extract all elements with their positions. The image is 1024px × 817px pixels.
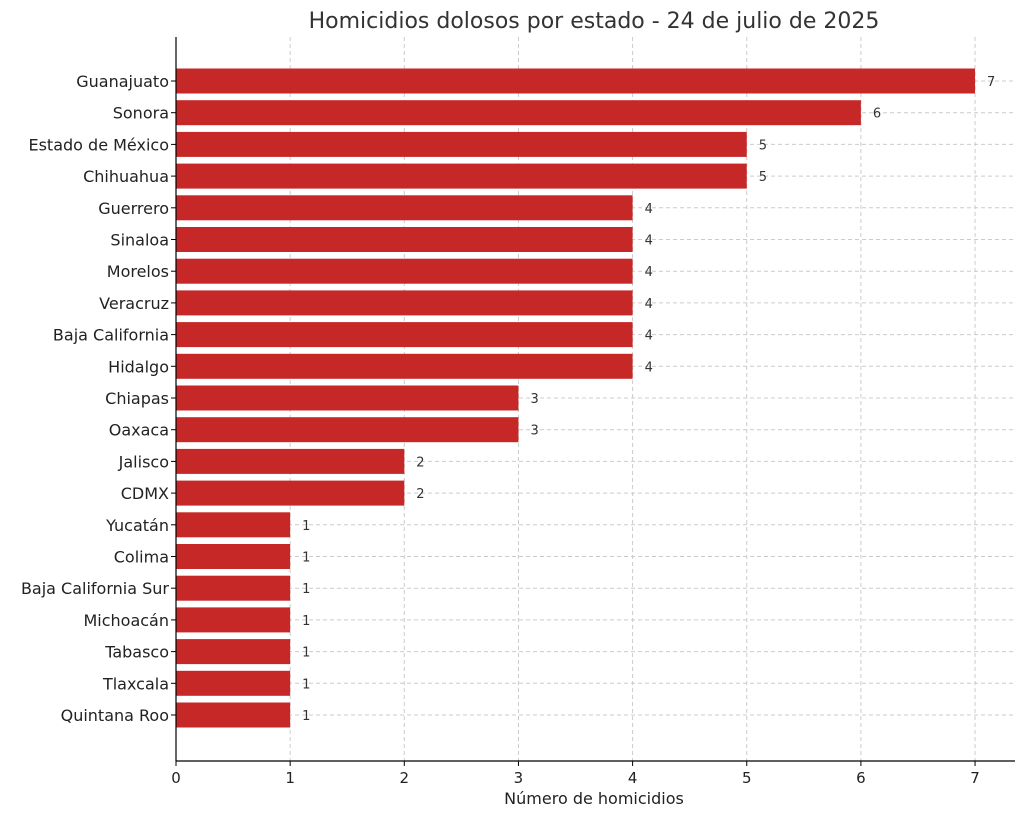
category-label: Tlaxcala bbox=[102, 674, 169, 693]
x-tick-label: 7 bbox=[970, 769, 980, 787]
bar bbox=[176, 480, 405, 506]
category-label: Morelos bbox=[107, 262, 169, 281]
x-tick-label: 5 bbox=[742, 769, 752, 787]
category-label: Sonora bbox=[113, 104, 169, 123]
category-label: Chihuahua bbox=[83, 167, 169, 186]
value-label: 1 bbox=[302, 677, 310, 692]
bar bbox=[176, 131, 747, 157]
bar bbox=[176, 68, 976, 94]
value-labels: 7 6 5 5 4 4 4 4 4 4 3 3 2 2 1 1 1 1 1 1 1 bbox=[302, 75, 995, 724]
x-tick-label: 1 bbox=[285, 769, 295, 787]
category-labels: Guanajuato Sonora Estado de México Chihuahu… bbox=[21, 72, 176, 725]
bar bbox=[176, 702, 291, 728]
value-label: 5 bbox=[759, 170, 767, 185]
bar bbox=[176, 512, 291, 538]
value-label: 1 bbox=[302, 582, 310, 597]
value-label: 7 bbox=[987, 75, 995, 90]
bar bbox=[176, 195, 633, 221]
value-label: 3 bbox=[530, 424, 538, 439]
value-label: 4 bbox=[645, 202, 653, 217]
value-label: 1 bbox=[302, 519, 310, 534]
category-label: Michoacán bbox=[83, 611, 169, 630]
x-tick-label: 6 bbox=[856, 769, 866, 787]
category-label: Baja California bbox=[53, 326, 169, 345]
bar bbox=[176, 639, 291, 665]
bar bbox=[176, 322, 633, 348]
category-label: Quintana Roo bbox=[61, 706, 169, 725]
category-label: Guanajuato bbox=[76, 72, 169, 91]
bars bbox=[176, 68, 976, 728]
x-tick-label: 4 bbox=[628, 769, 638, 787]
x-tick-label: 0 bbox=[171, 769, 181, 787]
bar bbox=[176, 353, 633, 379]
value-label: 4 bbox=[645, 265, 653, 280]
bar bbox=[176, 417, 519, 443]
bar bbox=[176, 448, 405, 474]
x-tick-label: 3 bbox=[514, 769, 524, 787]
category-label: Colima bbox=[114, 548, 169, 567]
value-label: 4 bbox=[645, 360, 653, 375]
bar bbox=[176, 163, 747, 189]
bar bbox=[176, 607, 291, 633]
value-label: 1 bbox=[302, 614, 310, 629]
category-label: Estado de México bbox=[28, 135, 169, 154]
value-label: 5 bbox=[759, 138, 767, 153]
value-label: 1 bbox=[302, 646, 310, 661]
category-label: Hidalgo bbox=[108, 357, 169, 376]
value-label: 1 bbox=[302, 709, 310, 724]
category-label: Sinaloa bbox=[110, 231, 169, 250]
bar bbox=[176, 575, 291, 601]
value-label: 2 bbox=[416, 455, 424, 470]
value-label: 4 bbox=[645, 234, 653, 249]
bar bbox=[176, 100, 861, 126]
x-tick-label: 2 bbox=[400, 769, 410, 787]
value-label: 1 bbox=[302, 551, 310, 566]
category-label: CDMX bbox=[121, 484, 169, 503]
bar bbox=[176, 290, 633, 316]
category-label: Oaxaca bbox=[109, 421, 169, 440]
bar bbox=[176, 670, 291, 696]
value-label: 3 bbox=[530, 392, 538, 407]
category-label: Chiapas bbox=[105, 389, 169, 408]
value-label: 4 bbox=[645, 297, 653, 312]
chart-title: Homicidios dolosos por estado - 24 de ju… bbox=[309, 9, 880, 34]
bar bbox=[176, 544, 291, 569]
bar bbox=[176, 227, 633, 252]
grid bbox=[176, 37, 1015, 761]
category-label: Guerrero bbox=[98, 199, 169, 218]
value-label: 2 bbox=[416, 487, 424, 502]
bar bbox=[176, 258, 633, 284]
category-label: Tabasco bbox=[104, 643, 169, 662]
category-label: Yucatán bbox=[105, 516, 169, 535]
value-label: 6 bbox=[873, 107, 881, 122]
category-label: Jalisco bbox=[118, 452, 169, 471]
bar bbox=[176, 385, 519, 411]
value-label: 4 bbox=[645, 329, 653, 344]
category-label: Baja California Sur bbox=[21, 579, 169, 598]
x-tick-labels: 0 1 2 3 4 5 6 7 bbox=[171, 761, 980, 787]
category-label: Veracruz bbox=[99, 294, 169, 313]
x-axis-title: Número de homicidios bbox=[504, 789, 684, 808]
